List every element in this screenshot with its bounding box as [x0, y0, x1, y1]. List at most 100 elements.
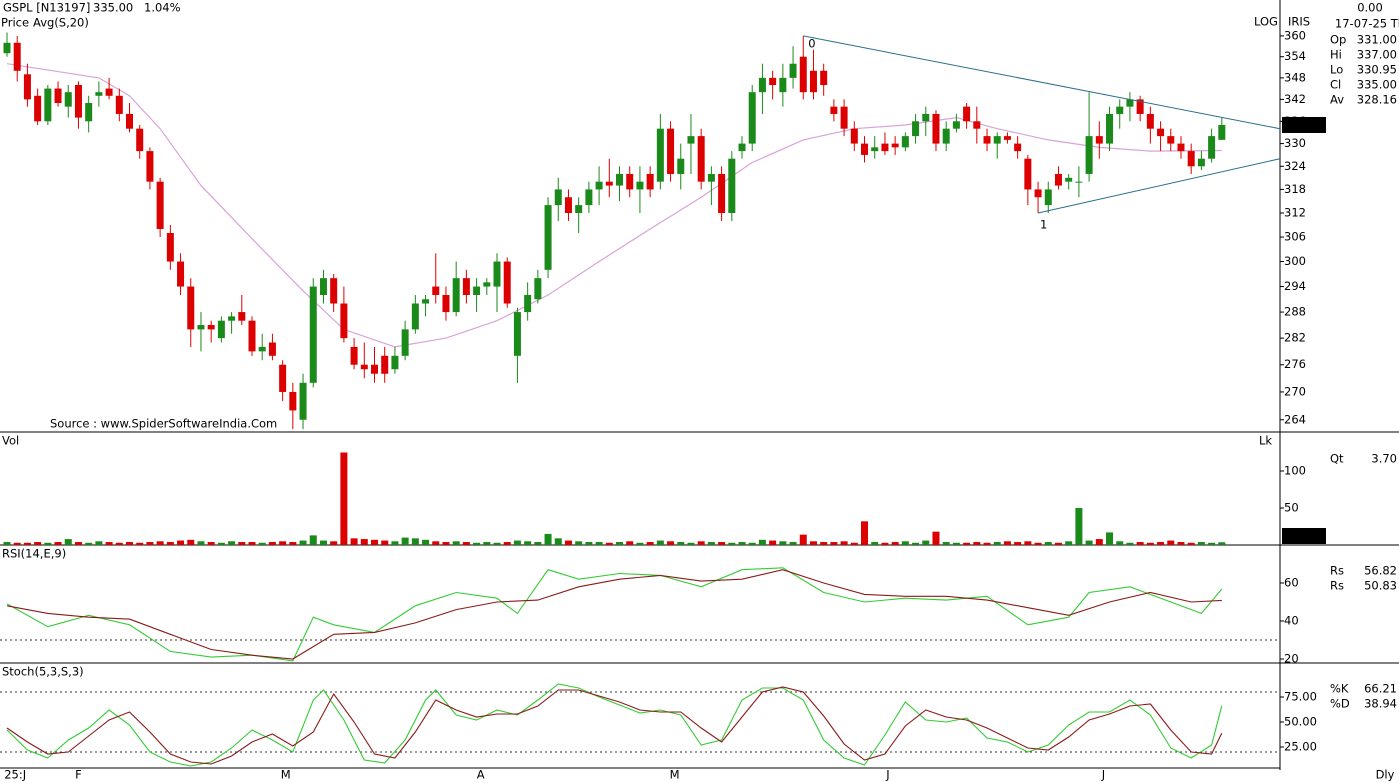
indicator-line: [6, 567, 1223, 662]
volume-bar: [820, 542, 828, 545]
volume-bar: [442, 542, 450, 545]
volume-bar: [1085, 540, 1093, 545]
candle-body: [503, 261, 511, 304]
candle-body: [54, 88, 62, 104]
candle-body: [432, 286, 440, 295]
candle-body: [952, 121, 960, 129]
candle-body: [187, 286, 195, 330]
volume-bar: [95, 541, 103, 545]
scale-label: LOG: [1254, 15, 1278, 29]
readout-label: Hi: [1330, 48, 1342, 62]
volume-bar: [217, 542, 225, 545]
candle-body: [381, 355, 389, 374]
candle-body: [258, 346, 266, 352]
candle-body: [95, 92, 103, 96]
candle-body: [279, 364, 287, 392]
candle-body: [146, 151, 154, 182]
volume-bar: [228, 541, 236, 545]
candle-body: [942, 128, 950, 144]
readout-value: 328.16: [1357, 93, 1397, 107]
candle-body: [707, 173, 715, 182]
candle-body: [197, 325, 205, 330]
volume-bar: [452, 541, 460, 545]
volume-bar: [1116, 541, 1124, 545]
candle-body: [115, 95, 123, 114]
volume-bar: [1218, 542, 1226, 545]
volume-bar: [105, 542, 113, 545]
legend-value: 38.94: [1364, 697, 1397, 711]
candle-body: [850, 128, 858, 144]
y-tick-label: 300: [1284, 254, 1306, 268]
candle-body: [656, 128, 664, 182]
volume-bar: [13, 542, 21, 545]
volume-bar: [861, 521, 869, 545]
volume-bar: [677, 542, 685, 545]
y-tick-label: 288: [1284, 305, 1306, 319]
candle-body: [1116, 106, 1124, 114]
y-tick-label: 354: [1284, 49, 1306, 63]
readout-label: Op: [1330, 33, 1346, 47]
volume-bar: [391, 541, 399, 545]
volume-bar: [922, 540, 930, 545]
volume-bar: [636, 542, 644, 545]
volume-bar: [156, 541, 164, 545]
readout-value: 330.95: [1357, 63, 1397, 77]
legend-value: 56.82: [1364, 564, 1397, 578]
volume-bar: [534, 542, 542, 545]
candle-body: [105, 88, 113, 96]
volume-bar: [1187, 542, 1195, 545]
candle-body: [840, 106, 848, 129]
volume-bar: [993, 542, 1001, 545]
volume-bar: [646, 542, 654, 545]
candle-body: [748, 92, 756, 144]
readout-value: 335.00: [1357, 78, 1397, 92]
x-tick-label: M: [281, 768, 291, 782]
volume-bar: [473, 542, 481, 545]
y-tick-label: 312: [1284, 206, 1306, 220]
volume-bar: [44, 542, 52, 545]
volume-bar: [1024, 541, 1032, 545]
candle-body: [1085, 136, 1093, 174]
volume-bar: [973, 542, 981, 545]
candle-body: [177, 261, 185, 287]
volume-bar: [54, 542, 62, 545]
volume-bar: [1208, 542, 1216, 545]
volume-bar: [371, 539, 379, 545]
volume-bar: [1157, 542, 1165, 545]
candle-body: [667, 128, 675, 174]
candle-body: [605, 181, 613, 186]
volume-bar: [840, 541, 848, 545]
candle-body: [452, 278, 460, 313]
volume-bar: [554, 538, 562, 545]
volume-bar: [697, 541, 705, 545]
volume-bar: [23, 542, 31, 545]
volume-bar: [564, 540, 572, 545]
y-tick-label: 75.00: [1284, 690, 1317, 704]
candle-body: [799, 56, 807, 93]
candle-body: [1197, 158, 1205, 167]
x-tick-label: A: [477, 768, 485, 782]
volume-bar: [1034, 542, 1042, 545]
source-note: Source : www.SpiderSoftwareIndia.Com: [50, 417, 277, 431]
candle-body: [554, 189, 562, 206]
candle-body: [973, 121, 981, 129]
candle-body: [13, 42, 21, 71]
unit-label: Lk: [1259, 434, 1272, 448]
volume-bar: [1003, 541, 1011, 545]
candle-body: [371, 364, 379, 374]
volume-bar: [34, 542, 42, 545]
volume-bar: [687, 542, 695, 545]
candle-body: [1126, 99, 1134, 107]
volume-bar: [738, 542, 746, 545]
candle-body: [1177, 143, 1185, 152]
candle-body: [44, 88, 52, 122]
volume-bar: [799, 534, 807, 545]
volume-bar: [1146, 542, 1154, 545]
indicator-line: [6, 683, 1223, 767]
volume-bar: [707, 542, 715, 545]
candle-body: [1014, 143, 1022, 152]
readout-label: Qt: [1330, 452, 1344, 466]
volume-bar: [932, 531, 940, 545]
readout-label: Av: [1330, 93, 1344, 107]
candle-body: [299, 382, 307, 420]
